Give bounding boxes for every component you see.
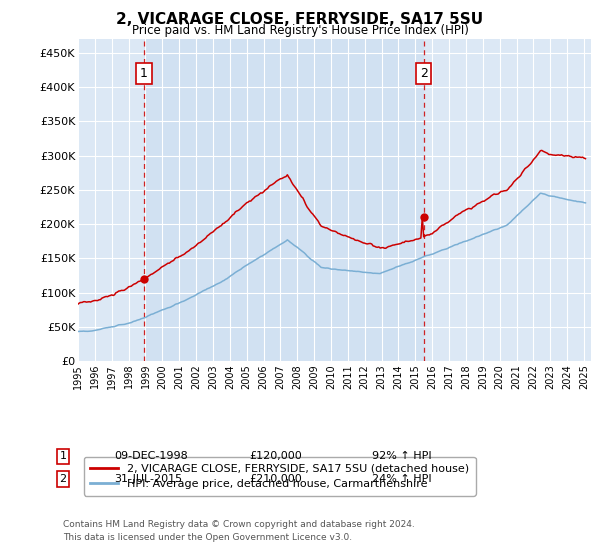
Text: 24% ↑ HPI: 24% ↑ HPI — [372, 474, 431, 484]
Text: 92% ↑ HPI: 92% ↑ HPI — [372, 451, 431, 461]
Text: Price paid vs. HM Land Registry's House Price Index (HPI): Price paid vs. HM Land Registry's House … — [131, 24, 469, 36]
Text: 1: 1 — [140, 67, 148, 80]
Text: This data is licensed under the Open Government Licence v3.0.: This data is licensed under the Open Gov… — [63, 533, 352, 542]
Text: £210,000: £210,000 — [249, 474, 302, 484]
Text: 2: 2 — [420, 67, 428, 80]
Text: £120,000: £120,000 — [249, 451, 302, 461]
Text: 31-JUL-2015: 31-JUL-2015 — [114, 474, 182, 484]
Bar — [144, 39, 424, 361]
Text: 2, VICARAGE CLOSE, FERRYSIDE, SA17 5SU: 2, VICARAGE CLOSE, FERRYSIDE, SA17 5SU — [116, 12, 484, 27]
Text: 2: 2 — [59, 474, 67, 484]
Text: Contains HM Land Registry data © Crown copyright and database right 2024.: Contains HM Land Registry data © Crown c… — [63, 520, 415, 529]
Text: 09-DEC-1998: 09-DEC-1998 — [114, 451, 188, 461]
Text: 1: 1 — [59, 451, 67, 461]
Legend: 2, VICARAGE CLOSE, FERRYSIDE, SA17 5SU (detached house), HPI: Average price, det: 2, VICARAGE CLOSE, FERRYSIDE, SA17 5SU (… — [83, 457, 476, 496]
